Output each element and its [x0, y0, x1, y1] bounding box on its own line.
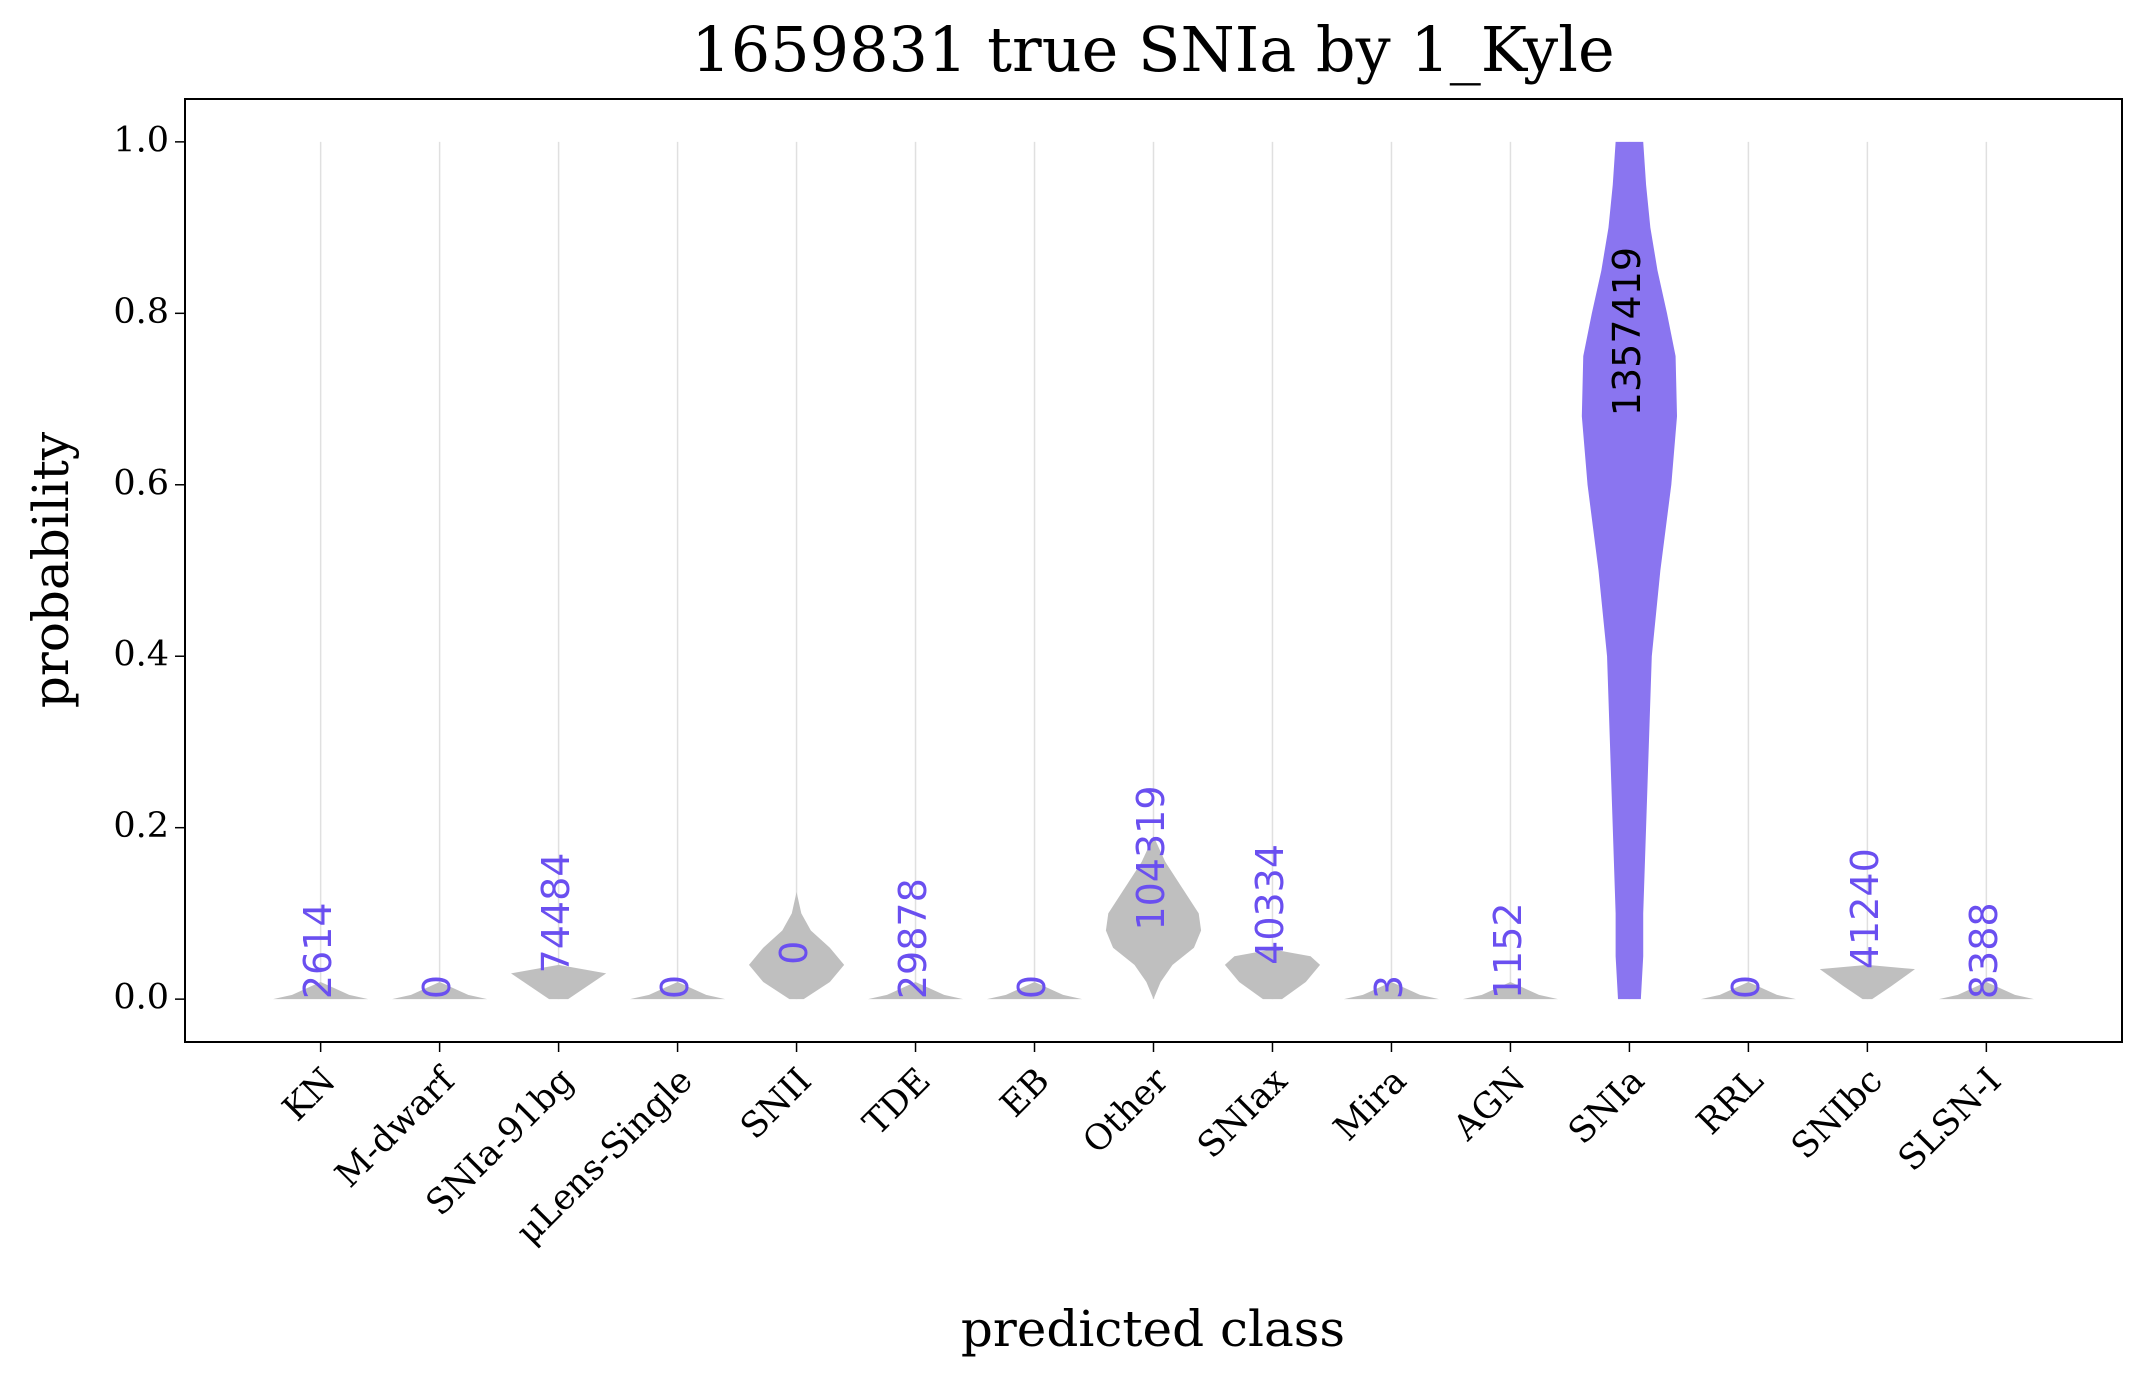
count-label: 0: [653, 975, 697, 999]
violin: [1105, 836, 1202, 1000]
violin: [392, 981, 488, 1000]
count-label: 104319: [1129, 785, 1173, 930]
violin: [273, 981, 369, 1000]
violin: [1938, 981, 2034, 1000]
x-tick-label: EB: [993, 1061, 1058, 1126]
y-tick-label: 0.8: [113, 292, 169, 332]
x-tick-label: SNIax: [1190, 1061, 1296, 1167]
y-tick-label: 1.0: [113, 120, 169, 160]
count-label: 3: [1367, 975, 1411, 999]
count-label: 29878: [891, 878, 935, 999]
violin: [629, 981, 726, 1000]
y-tick-label: 0.2: [113, 806, 169, 846]
count-label: 74484: [534, 853, 578, 974]
x-tick-label: SNIa: [1561, 1061, 1652, 1152]
count-label: 0: [772, 941, 816, 965]
count-label: 8388: [1962, 902, 2006, 999]
plot-frame: [184, 98, 2123, 1043]
count-label: 1152: [1486, 902, 1530, 999]
count-label: 2614: [296, 902, 340, 999]
violin: [748, 891, 845, 1000]
violin: [986, 981, 1083, 1000]
violin: [1343, 981, 1440, 1000]
count-label: 1357419: [1605, 247, 1649, 416]
count-label: 0: [1010, 975, 1054, 999]
violin: [1224, 949, 1321, 1000]
x-tick-label: AGN: [1445, 1061, 1533, 1149]
y-tick-label: 0.4: [113, 635, 169, 675]
count-label: 40334: [1248, 844, 1292, 965]
y-axis-label: probability: [22, 431, 80, 708]
x-tick-label: RRL: [1689, 1061, 1771, 1143]
y-tick-label: 0.0: [113, 978, 169, 1018]
x-tick-label: SNII: [733, 1061, 819, 1147]
violin: [511, 964, 607, 1000]
violin: [1462, 981, 1559, 1000]
y-tick-label: 0.6: [113, 463, 169, 503]
violin: [867, 981, 964, 1000]
count-label: 0: [1724, 975, 1768, 999]
x-tick-label: SLSN-I: [1891, 1061, 2009, 1179]
x-tick-label: SNIbc: [1784, 1061, 1890, 1167]
chart-title: 1659831 true SNIa by 1_Kyle: [691, 13, 1614, 86]
x-axis-label: predicted class: [961, 1300, 1345, 1358]
count-label: 41240: [1843, 848, 1887, 969]
x-tick-label: Mira: [1326, 1061, 1414, 1149]
x-tick-label: TDE: [856, 1061, 939, 1144]
violin: [1819, 964, 1915, 1000]
count-label: 0: [415, 975, 459, 999]
violin: [1581, 141, 1678, 1000]
violin: [1700, 981, 1796, 1000]
x-tick-label: Other: [1076, 1061, 1177, 1162]
x-tick-label: KN: [275, 1061, 343, 1129]
